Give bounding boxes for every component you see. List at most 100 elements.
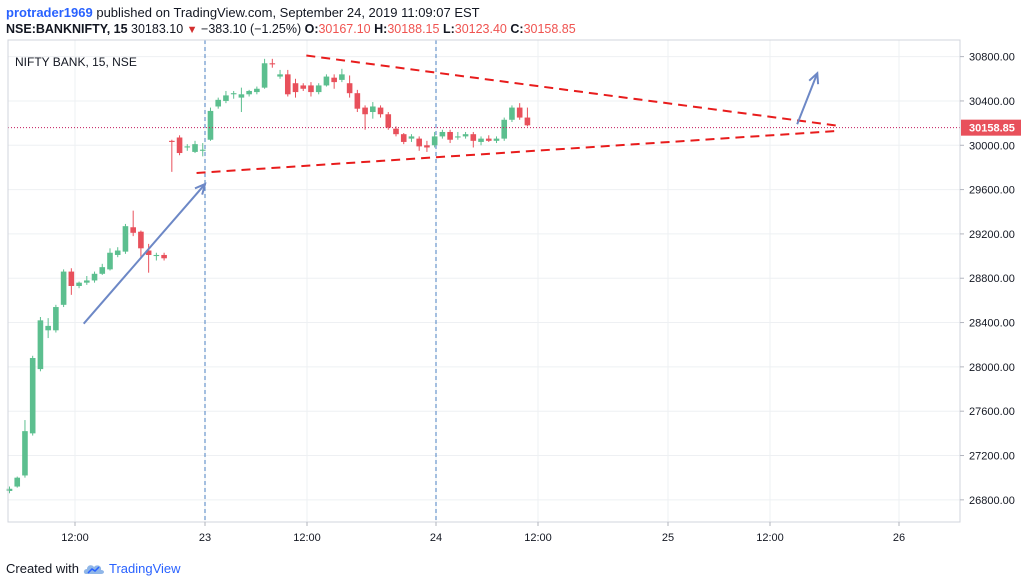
y-tick-label: 28000.00 <box>969 362 1015 374</box>
breakout-arrow <box>796 71 820 125</box>
badge-background <box>961 119 1021 136</box>
candle <box>455 131 461 140</box>
candle <box>385 112 392 130</box>
y-tick-label: 29200.00 <box>969 229 1015 241</box>
candle-body <box>207 110 214 140</box>
x-tick-label: 23 <box>199 532 211 544</box>
candle-body <box>501 119 508 139</box>
chart-legend: NIFTY BANK, 15, NSE <box>15 55 137 69</box>
x-tick-label: 12:00 <box>524 532 552 544</box>
candle <box>439 129 446 139</box>
x-tick-label: 12:00 <box>293 532 321 544</box>
tradingview-brand[interactable]: TradingView <box>108 561 181 576</box>
last-price: 30183.10 <box>131 22 184 36</box>
candle-body <box>22 431 28 476</box>
candle-body <box>493 138 500 141</box>
candle <box>76 281 82 289</box>
candle-body <box>408 136 415 139</box>
candle-body <box>122 226 129 252</box>
candle-body <box>385 114 392 128</box>
candle-body <box>130 227 136 233</box>
arrow-head <box>194 182 207 195</box>
x-tick-label: 12:00 <box>61 532 89 544</box>
candle-body <box>470 134 477 141</box>
candle <box>99 263 106 275</box>
y-tick-label: 30000.00 <box>969 140 1015 152</box>
candle <box>501 117 508 141</box>
candle <box>192 140 198 154</box>
candle <box>91 271 98 283</box>
candle <box>68 268 75 295</box>
candle-body <box>331 77 337 83</box>
candle-body <box>199 149 206 151</box>
price-change: −383.10 (−1.25%) <box>201 22 302 36</box>
candle-body <box>145 250 152 255</box>
candle-body <box>153 254 160 257</box>
candle <box>516 103 523 120</box>
candle-body <box>277 74 283 77</box>
candle-body <box>14 477 21 487</box>
candle <box>408 134 415 142</box>
open-label: O: <box>304 22 319 36</box>
candle <box>230 90 237 99</box>
candle <box>424 140 430 152</box>
candle-body <box>308 85 314 93</box>
candle <box>400 133 407 145</box>
candle-body <box>516 107 523 118</box>
symbol-label: NSE:BANKNIFTY, 15 <box>6 22 128 36</box>
candle-body <box>509 107 515 120</box>
candle-body <box>284 74 291 95</box>
candle-body <box>176 137 183 154</box>
candle <box>331 74 337 89</box>
candle-body <box>370 106 376 113</box>
candle <box>207 107 214 141</box>
candle <box>184 144 191 151</box>
candle-body <box>261 63 268 88</box>
plot-frame <box>7 39 961 523</box>
candle <box>6 486 13 494</box>
author-link[interactable]: protrader1969 <box>6 5 93 20</box>
candle-body <box>60 271 67 305</box>
x-tick-label: 12:00 <box>756 532 784 544</box>
axes: 26800.00 27200.00 27600.00 28000.00 28400.00… <box>7 39 1021 544</box>
candle-body <box>68 271 75 286</box>
candle-body <box>53 307 59 331</box>
chart-grid <box>8 40 960 522</box>
candle <box>462 131 469 139</box>
created-with-text: Created with <box>6 561 79 576</box>
candle <box>199 143 206 157</box>
candle <box>339 68 345 83</box>
candle <box>377 105 384 118</box>
candle-body <box>6 488 13 491</box>
close-value: 30158.85 <box>523 22 576 36</box>
low-value: 30123.40 <box>454 22 507 36</box>
candle-body <box>29 358 36 434</box>
quote-line: NSE:BANKNIFTY, 15 30183.10 ▼ −383.10 (−1… <box>6 22 576 36</box>
candle <box>176 135 183 156</box>
open-value: 30167.10 <box>318 22 371 36</box>
y-tick-label: 28400.00 <box>969 318 1015 330</box>
publish-header: protrader1969 published on TradingView.c… <box>6 5 480 20</box>
candle <box>370 102 376 119</box>
candle-body <box>238 94 245 98</box>
candle <box>524 107 531 127</box>
drawings <box>8 54 960 325</box>
footer: Created with TradingView <box>6 561 181 576</box>
candle <box>37 317 44 372</box>
candle-body <box>84 280 90 283</box>
candle-body <box>184 146 191 148</box>
candle <box>29 355 36 436</box>
close-label: C: <box>510 22 524 36</box>
candle-body <box>354 93 361 109</box>
candle <box>138 230 144 258</box>
candle-body <box>246 90 252 95</box>
candle <box>22 420 28 478</box>
candle-body <box>114 250 121 255</box>
candle <box>300 83 307 91</box>
session-break-lines <box>204 40 437 522</box>
arrow-shaft <box>82 183 206 325</box>
candle-body <box>339 74 345 80</box>
x-tick-label: 25 <box>662 532 674 544</box>
candle-body <box>400 134 407 142</box>
